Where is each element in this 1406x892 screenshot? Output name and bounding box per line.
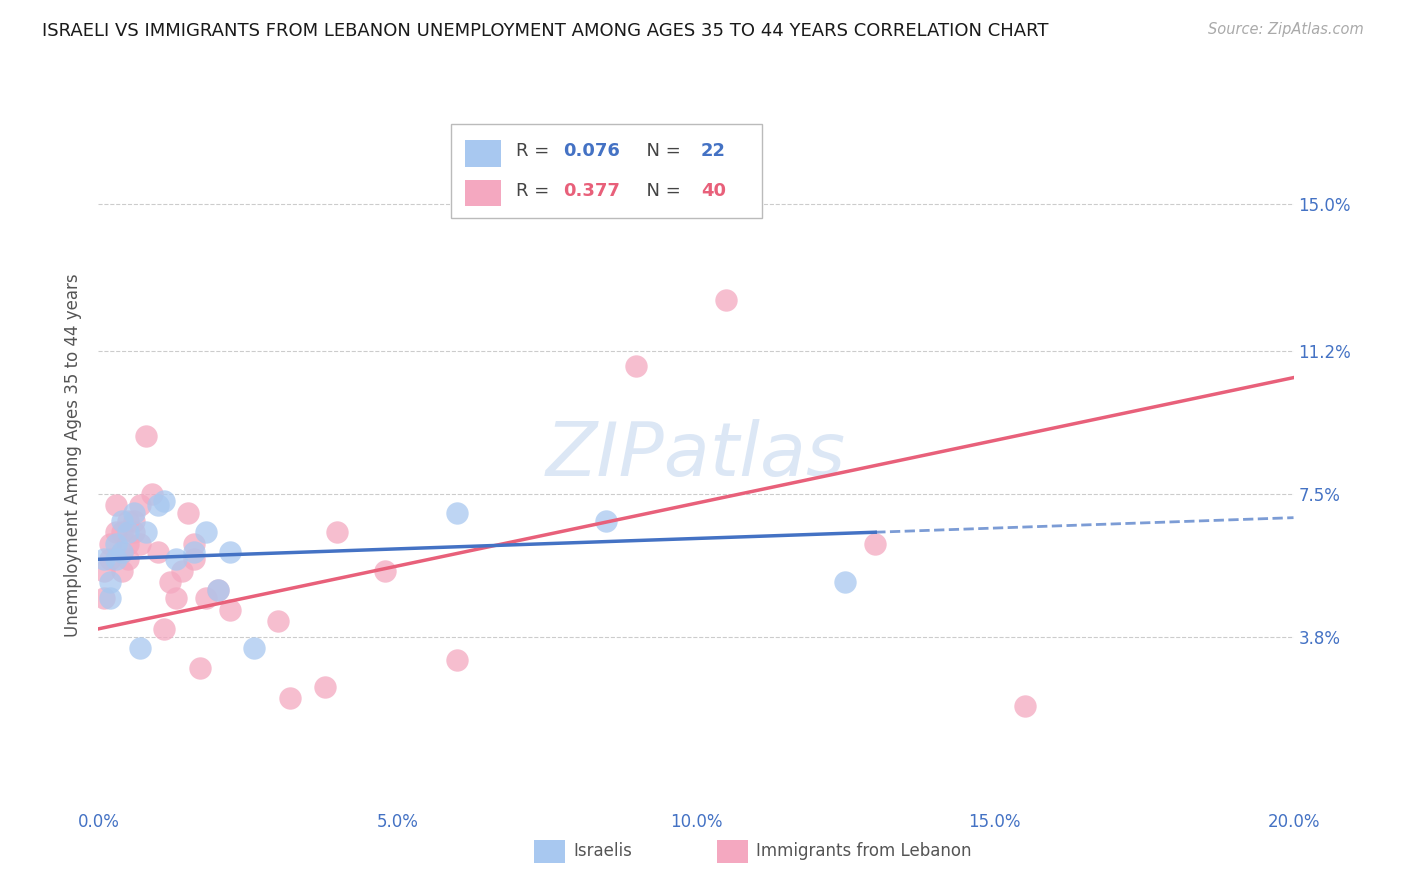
Text: N =: N = (636, 142, 686, 160)
Point (195, 525, 218, 540)
Point (207, 583, 229, 598)
Text: R =: R = (516, 182, 554, 200)
Point (141, 486, 163, 500)
Point (834, 575, 856, 590)
Point (135, 525, 157, 540)
Point (111, 544, 134, 558)
Point (124, 525, 146, 540)
Point (219, 544, 242, 558)
Point (148, 544, 170, 558)
Point (626, 359, 648, 373)
Text: ISRAELI VS IMMIGRANTS FROM LEBANON UNEMPLOYMENT AMONG AGES 35 TO 44 YEARS CORREL: ISRAELI VS IMMIGRANTS FROM LEBANON UNEMP… (42, 22, 1049, 40)
Point (117, 552, 139, 566)
Point (148, 498, 170, 512)
Point (93, 564, 115, 578)
Point (165, 552, 187, 566)
Point (124, 506, 146, 520)
Point (100, 552, 122, 566)
Text: R =: R = (516, 142, 554, 160)
Text: Source: ZipAtlas.com: Source: ZipAtlas.com (1208, 22, 1364, 37)
Point (865, 537, 887, 551)
Y-axis label: Unemployment Among Ages 35 to 44 years: Unemployment Among Ages 35 to 44 years (63, 273, 82, 637)
Point (100, 537, 122, 551)
Point (595, 514, 617, 528)
Point (117, 525, 139, 540)
Point (177, 506, 200, 520)
Point (129, 537, 152, 551)
Point (183, 552, 205, 566)
Text: 0.377: 0.377 (564, 182, 620, 200)
Point (714, 293, 737, 308)
FancyBboxPatch shape (465, 179, 501, 206)
Point (117, 537, 139, 551)
Point (100, 575, 122, 590)
Point (172, 564, 194, 578)
Text: Israelis: Israelis (574, 842, 633, 860)
Point (183, 544, 205, 558)
Point (105, 498, 128, 512)
Point (111, 514, 134, 528)
Text: ZIPatlas: ZIPatlas (546, 419, 846, 491)
Point (153, 622, 176, 636)
FancyBboxPatch shape (451, 124, 762, 219)
Point (183, 537, 205, 551)
Text: Immigrants from Lebanon: Immigrants from Lebanon (756, 842, 972, 860)
Point (188, 660, 211, 674)
Point (124, 514, 146, 528)
Text: 22: 22 (700, 142, 725, 160)
Text: N =: N = (636, 182, 686, 200)
Point (135, 428, 157, 442)
Point (105, 537, 128, 551)
Point (129, 498, 152, 512)
FancyBboxPatch shape (465, 140, 501, 167)
Point (165, 591, 187, 605)
Point (278, 691, 301, 706)
Point (93, 552, 115, 566)
Point (111, 525, 134, 540)
Point (195, 591, 218, 605)
Point (326, 525, 349, 540)
Point (159, 575, 181, 590)
Point (105, 552, 128, 566)
Point (267, 614, 290, 628)
Point (111, 564, 134, 578)
Text: 0.076: 0.076 (564, 142, 620, 160)
Point (93, 591, 115, 605)
Point (153, 494, 176, 508)
Point (446, 506, 468, 520)
Text: 40: 40 (700, 182, 725, 200)
Point (315, 680, 337, 694)
Point (207, 583, 229, 598)
Point (243, 641, 266, 656)
Point (219, 602, 242, 616)
Point (1014, 699, 1036, 714)
Point (100, 591, 122, 605)
Point (117, 514, 139, 528)
Point (374, 564, 396, 578)
Point (129, 641, 152, 656)
Point (105, 525, 128, 540)
Point (446, 653, 468, 667)
Point (111, 544, 134, 558)
